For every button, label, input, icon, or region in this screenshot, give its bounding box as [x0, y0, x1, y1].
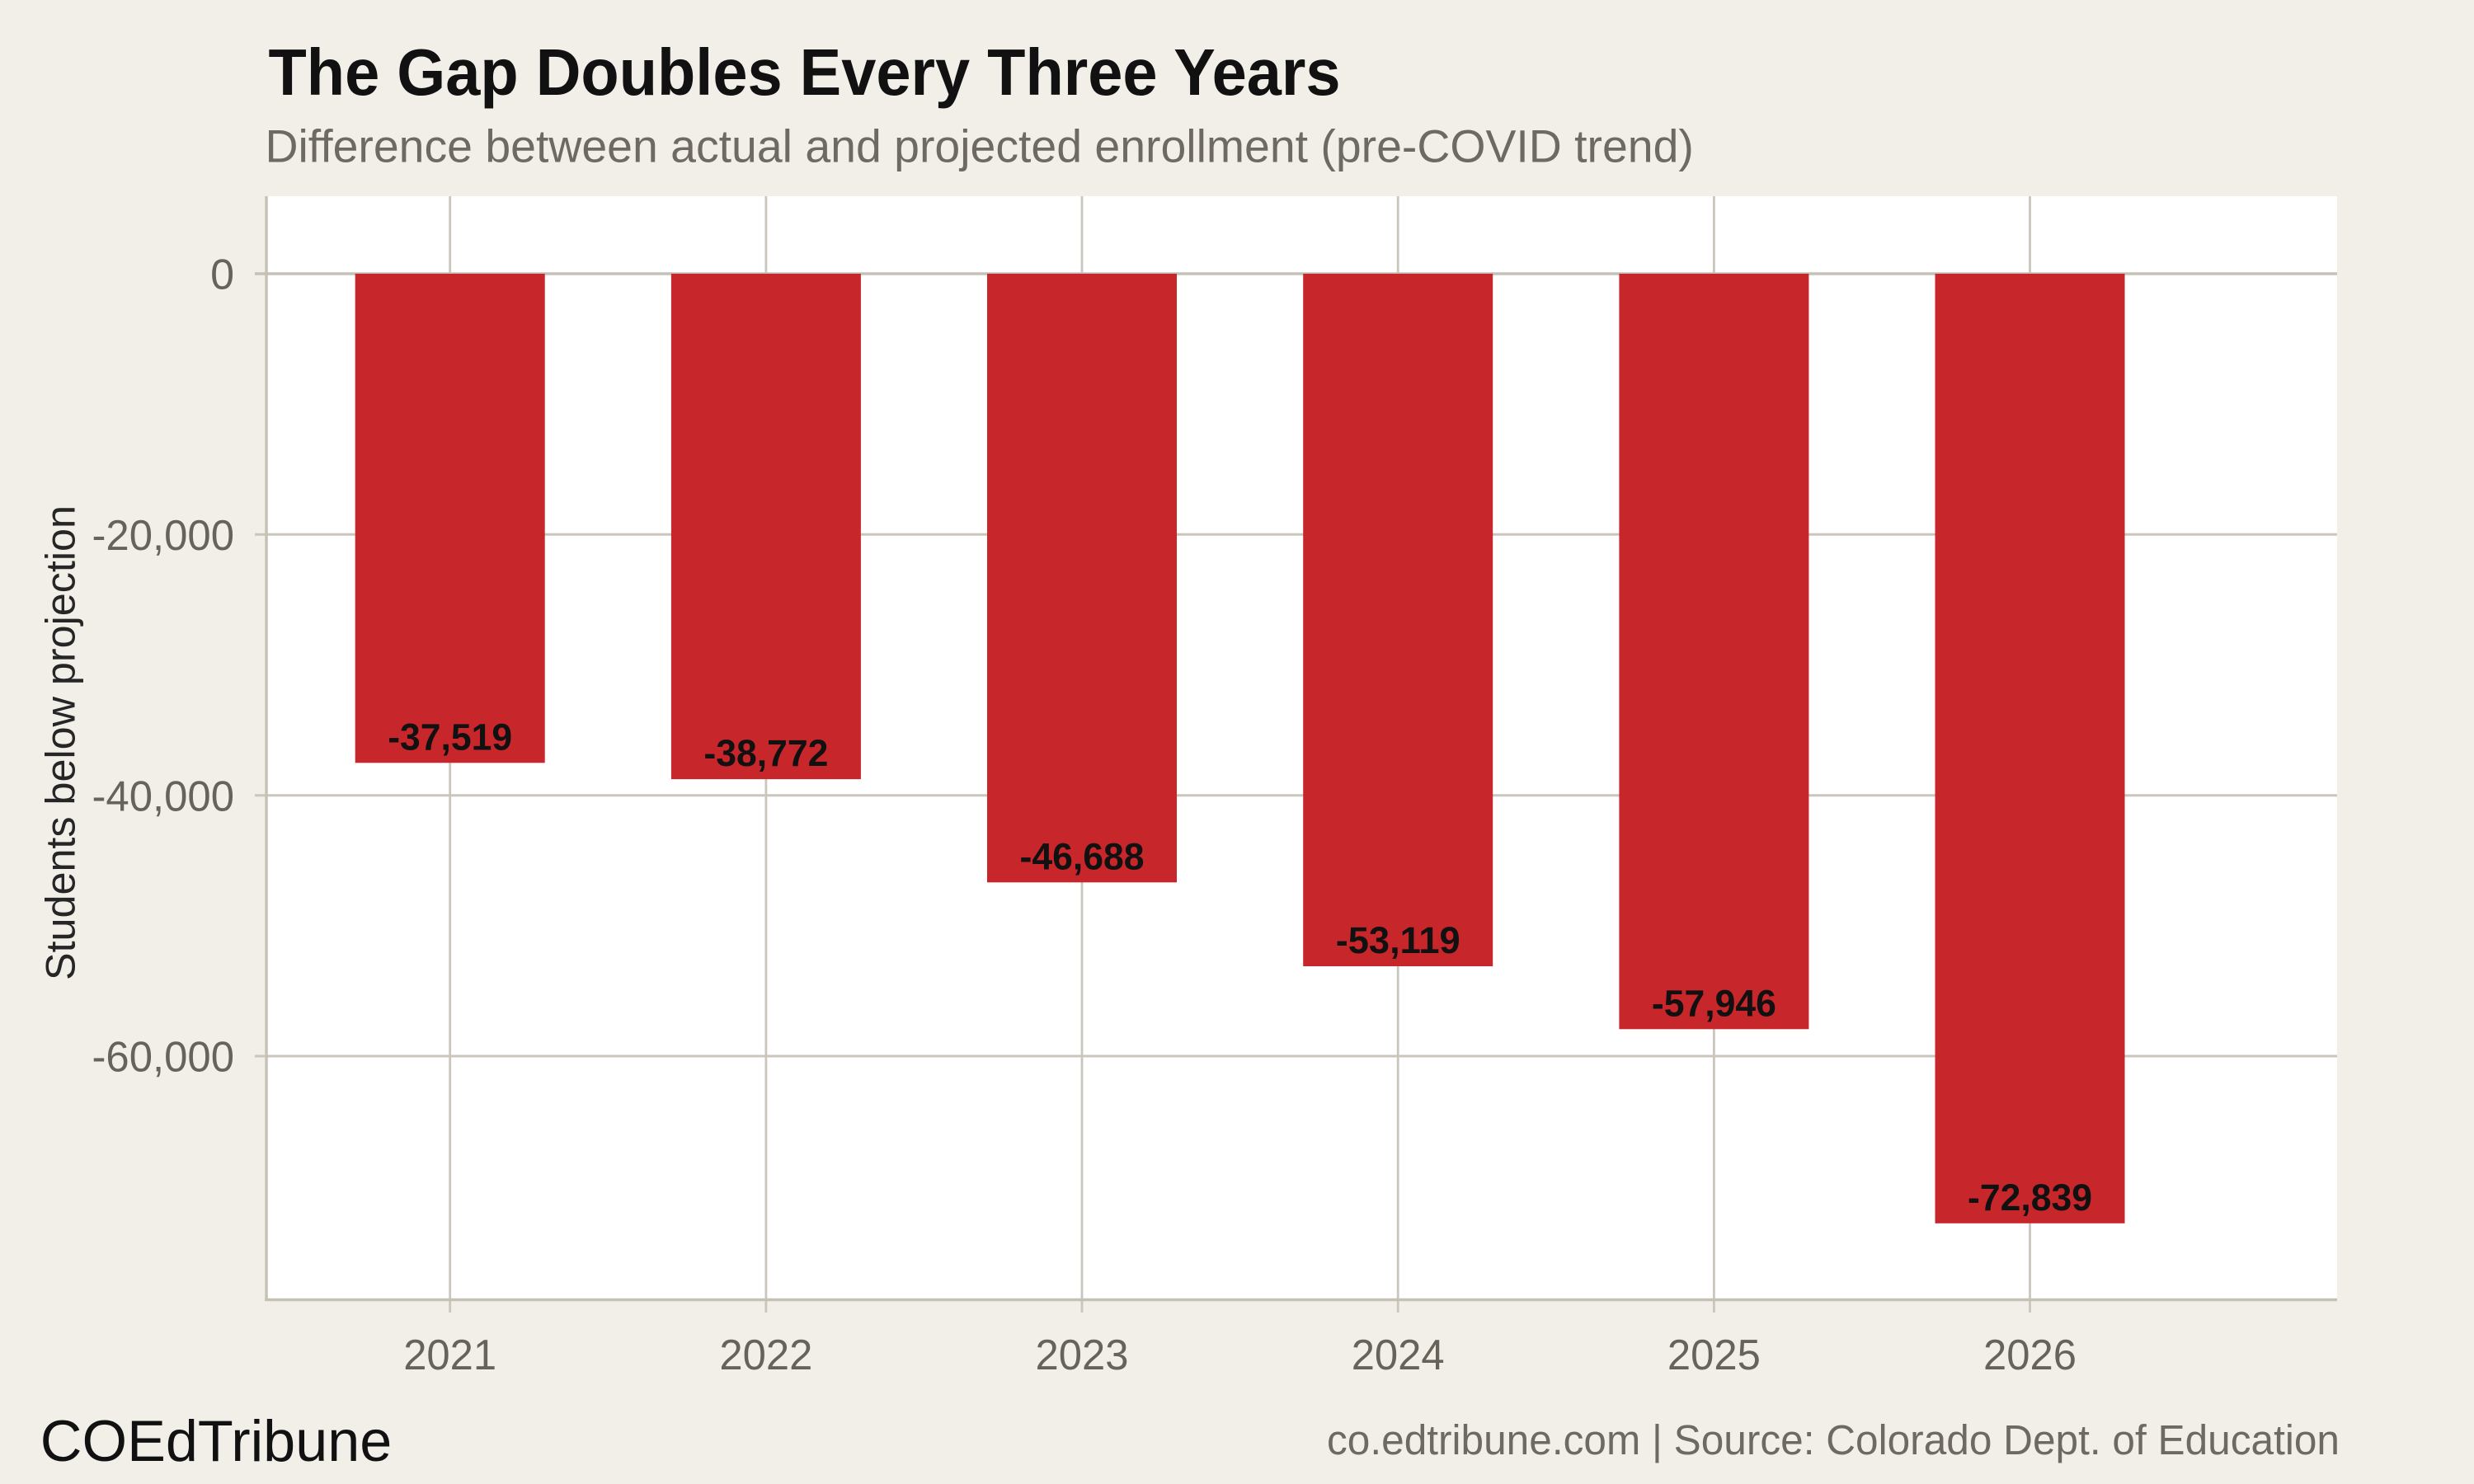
svg-text:-72,839: -72,839: [1968, 1176, 2092, 1219]
svg-text:-37,519: -37,519: [388, 716, 512, 758]
svg-text:2023: 2023: [1036, 1331, 1129, 1379]
svg-text:-53,119: -53,119: [1336, 919, 1460, 961]
svg-text:-57,946: -57,946: [1652, 982, 1776, 1024]
svg-text:Difference between actual and: Difference between actual and projected …: [266, 121, 1694, 172]
svg-text:Students below projection: Students below projection: [37, 505, 84, 980]
svg-text:0: 0: [210, 251, 234, 299]
svg-text:-20,000: -20,000: [92, 512, 235, 560]
svg-text:COEdTribune: COEdTribune: [40, 1408, 393, 1473]
svg-text:2026: 2026: [1983, 1331, 2077, 1379]
svg-text:-46,688: -46,688: [1020, 835, 1145, 877]
svg-text:-60,000: -60,000: [92, 1034, 235, 1082]
svg-text:2024: 2024: [1352, 1331, 1445, 1379]
svg-text:co.edtribune.com | Source: Col: co.edtribune.com | Source: Colorado Dept…: [1327, 1416, 2340, 1463]
svg-text:-40,000: -40,000: [92, 773, 235, 820]
svg-text:2022: 2022: [719, 1331, 812, 1379]
svg-text:The Gap Doubles Every Three Ye: The Gap Doubles Every Three Years: [269, 35, 1341, 109]
svg-text:2025: 2025: [1667, 1331, 1761, 1379]
svg-text:-38,772: -38,772: [703, 732, 828, 774]
svg-text:2021: 2021: [403, 1331, 496, 1379]
